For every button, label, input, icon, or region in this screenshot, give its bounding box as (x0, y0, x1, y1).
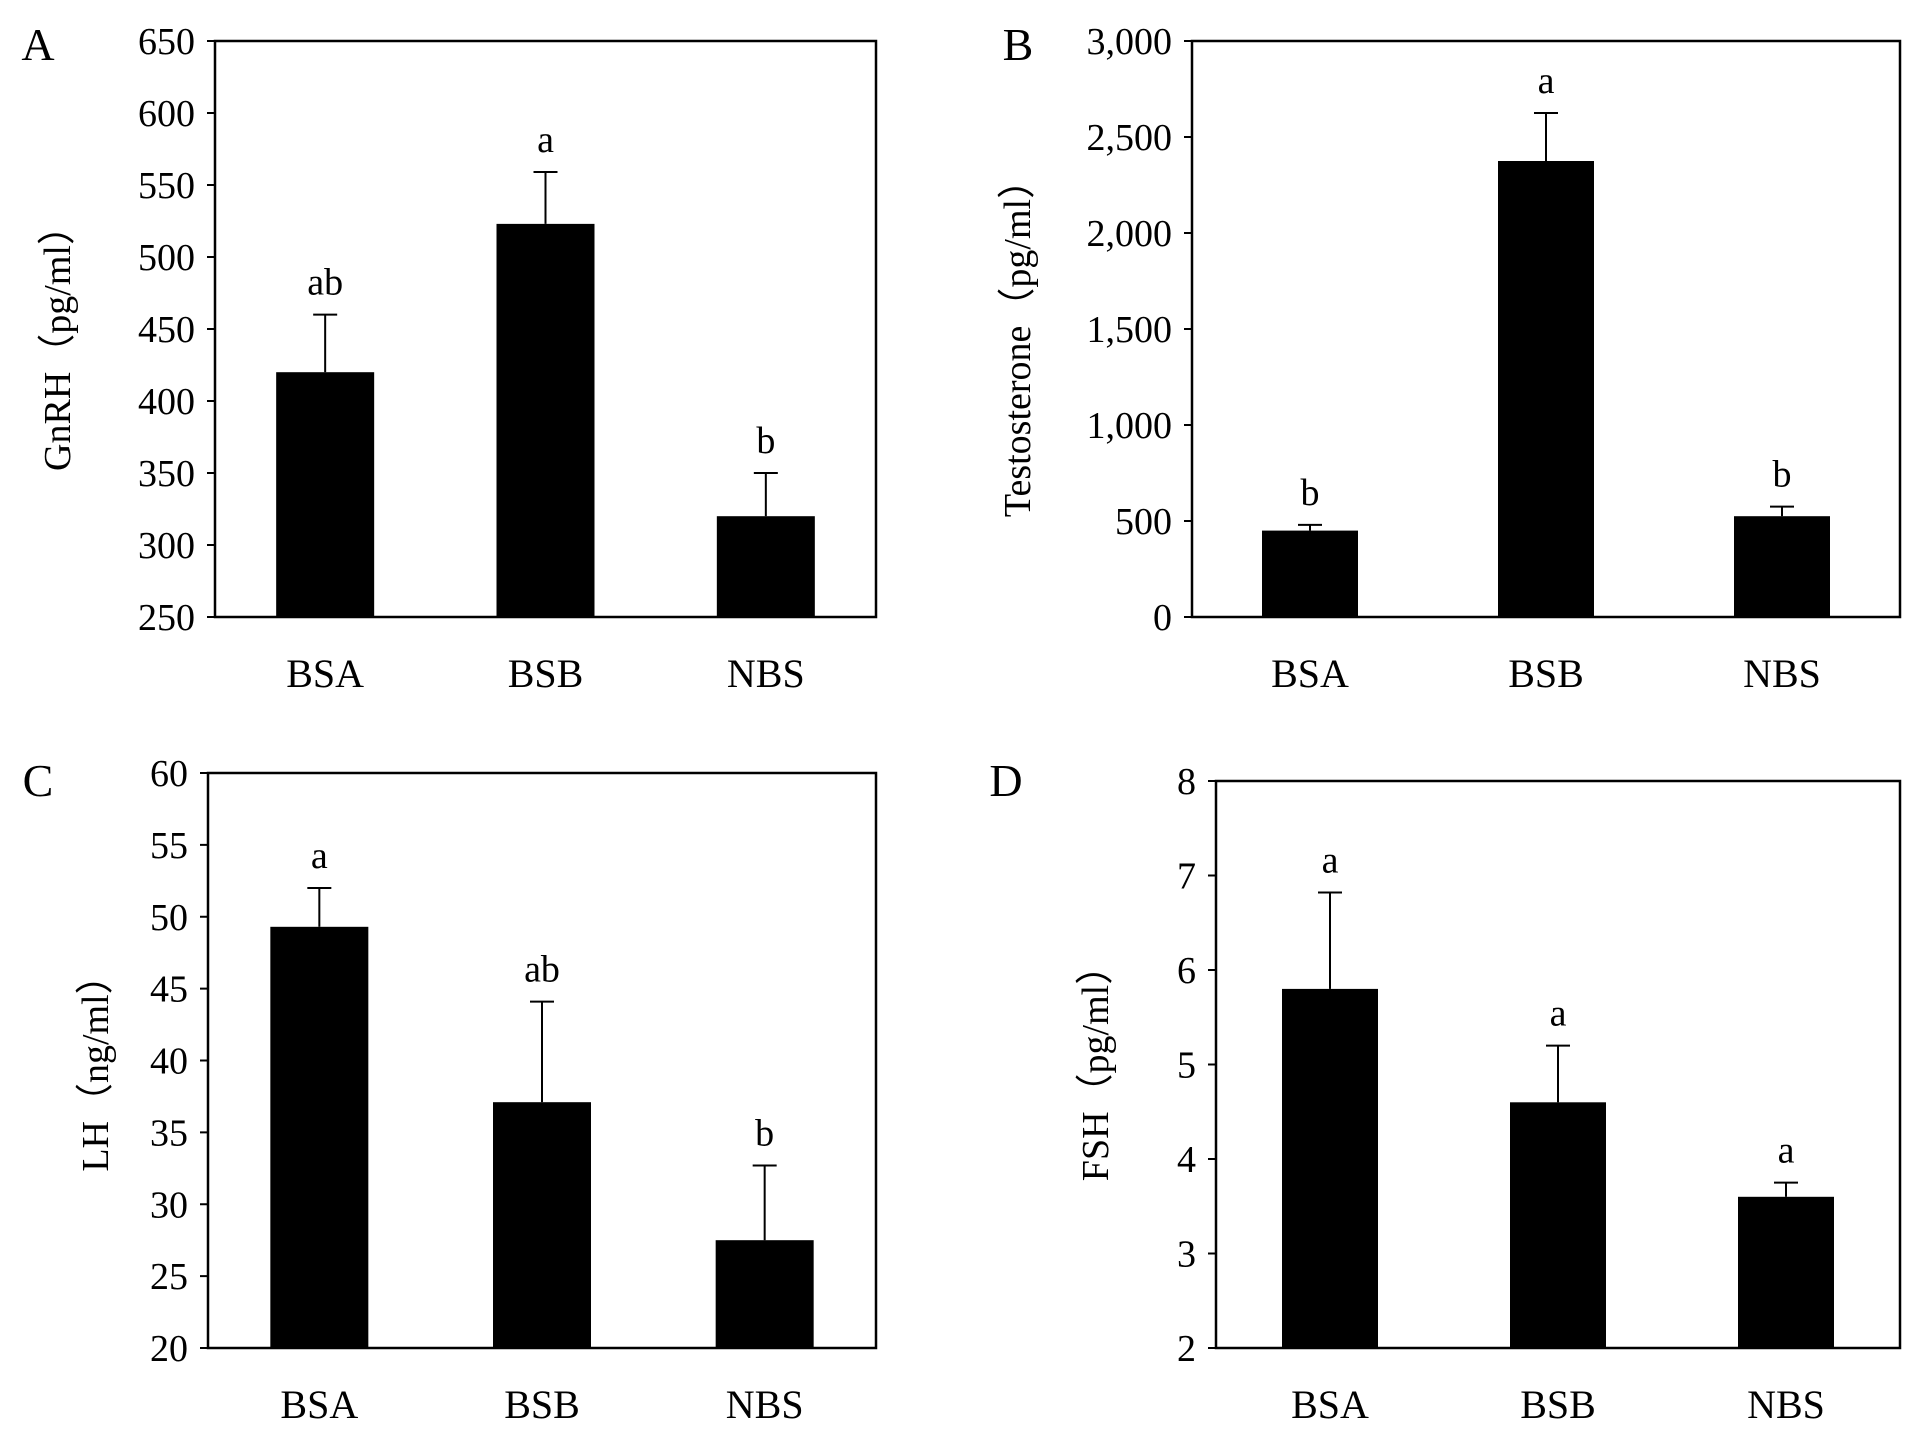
panel-b-letter: B (1003, 19, 1034, 70)
panel-a: A GnRH（pg/ml） 250 300 350 400 450 500 550 600 65… (21, 19, 878, 696)
panel-a-bar-bsb (496, 223, 595, 617)
panel-b-xtick-label-bsb: BSB (1508, 651, 1584, 696)
panel-c-significance-bsa: a (311, 835, 328, 877)
panel-c-xtick-label-bsb: BSB (504, 1382, 580, 1427)
panel-b-plot: 0 500 1,000 1,500 2,000 2,500 3,000 b BSA a BSB b NB… (1087, 21, 1902, 696)
panel-c-significance-bsb: ab (524, 949, 560, 991)
panel-c-xtick-label-bsa: BSA (280, 1382, 358, 1427)
panel-c-ytick-label: 30 (150, 1184, 188, 1226)
panel-d-significance-bsb: a (1550, 993, 1567, 1035)
panel-a-ytick-label: 600 (138, 93, 195, 135)
panel-a-significance-nbs: b (756, 420, 775, 462)
panel-c-ytick-label: 40 (150, 1041, 188, 1083)
panel-d: D FSH（pg/ml） 2 3 4 5 6 7 8 a BSA a BSB a NBS (989, 755, 1902, 1427)
panel-a-ytick-label: 550 (138, 165, 195, 207)
panel-a-bar-nbs (716, 516, 815, 617)
panel-d-xtick-label-bsb: BSB (1520, 1382, 1596, 1427)
panel-d-ytick-label: 2 (1177, 1328, 1196, 1370)
panel-a-ytick-label: 350 (138, 453, 195, 495)
panel-c-ytick-label: 55 (150, 825, 188, 867)
panel-b-significance-bsb: a (1538, 60, 1555, 102)
panel-a-ytick-label: 500 (138, 237, 195, 279)
panel-a-significance-bsb: a (537, 119, 554, 161)
panel-d-plot: 2 3 4 5 6 7 8 a BSA a BSB a NBS (1177, 761, 1902, 1427)
panel-a-ytick-label: 300 (138, 525, 195, 567)
panel-a-xtick-label-bsa: BSA (286, 651, 364, 696)
panel-b-ytick-label: 2,000 (1087, 213, 1173, 255)
panel-b-ytick-label: 3,000 (1087, 21, 1173, 63)
panel-a-ylabel: GnRH（pg/ml） (37, 207, 79, 471)
panel-a-ytick-label: 250 (138, 597, 195, 639)
panel-d-ytick-label: 3 (1177, 1234, 1196, 1276)
panel-a-ytick-label: 450 (138, 309, 195, 351)
panel-b-ytick-label: 1,500 (1087, 309, 1173, 351)
panel-c-ytick-label: 25 (150, 1256, 188, 1298)
panel-c-ytick-label: 50 (150, 897, 188, 939)
panel-b-ylabel: Testosterone（pg/ml） (997, 161, 1039, 517)
panel-c-bar-nbs (715, 1240, 814, 1348)
panel-c-ytick-label: 35 (150, 1112, 188, 1154)
panel-b: B Testosterone（pg/ml） 0 500 1,000 1,500 2,00… (997, 19, 1902, 696)
panel-d-bar-nbs (1738, 1196, 1834, 1348)
panel-a-ytick-label: 650 (138, 21, 195, 63)
panel-d-ytick-label: 5 (1177, 1045, 1196, 1087)
panel-b-xtick-label-nbs: NBS (1743, 651, 1821, 696)
panel-c-ylabel: LH（ng/ml） (75, 956, 117, 1171)
panel-c-significance-nbs: b (755, 1112, 774, 1154)
panel-a-bar-bsa (276, 372, 375, 617)
panel-b-significance-nbs: b (1773, 454, 1792, 496)
panel-a-xtick-label-bsb: BSB (508, 651, 584, 696)
panel-d-ytick-label: 6 (1177, 950, 1196, 992)
panel-d-letter: D (989, 755, 1022, 806)
panel-d-significance-nbs: a (1778, 1130, 1795, 1172)
panel-b-bar-nbs (1734, 516, 1830, 617)
panel-a-ytick-label: 400 (138, 381, 195, 423)
panel-b-significance-bsa: b (1301, 472, 1320, 514)
panel-b-bar-bsb (1498, 161, 1594, 617)
panel-c-bar-bsa (270, 926, 369, 1348)
panel-b-ytick-label: 1,000 (1087, 405, 1173, 447)
panel-b-ytick-label: 500 (1115, 501, 1172, 543)
panel-c: C LH（ng/ml） 20 25 30 35 40 45 50 55 60 a BSA ab BSB b… (23, 753, 878, 1427)
panel-d-xtick-label-nbs: NBS (1747, 1382, 1825, 1427)
panel-a-letter: A (21, 19, 54, 70)
panel-d-xtick-label-bsa: BSA (1291, 1382, 1369, 1427)
panel-b-bar-bsa (1262, 530, 1358, 617)
panel-a-plot: 250 300 350 400 450 500 550 600 650 ab BSA a BSB b NBS (138, 21, 878, 696)
panel-d-ylabel: FSH（pg/ml） (1075, 947, 1117, 1181)
panel-c-bar-bsb (493, 1102, 591, 1348)
panel-c-ytick-label: 60 (150, 753, 188, 795)
panel-c-letter: C (23, 755, 54, 806)
panel-d-bar-bsa (1282, 988, 1378, 1348)
panel-d-ytick-label: 8 (1177, 761, 1196, 803)
panel-d-ytick-label: 4 (1177, 1139, 1196, 1181)
panel-c-ytick-label: 20 (150, 1328, 188, 1370)
panel-d-bar-bsb (1510, 1102, 1606, 1348)
panel-c-ytick-label: 45 (150, 969, 188, 1011)
panel-b-xtick-label-bsa: BSA (1271, 651, 1349, 696)
panel-b-ytick-label: 0 (1153, 597, 1172, 639)
panel-c-plot: 20 25 30 35 40 45 50 55 60 a BSA ab BSB b NBS (150, 753, 878, 1427)
panel-b-ytick-label: 2,500 (1087, 117, 1173, 159)
panel-d-ytick-label: 7 (1177, 856, 1196, 898)
panel-c-xtick-label-nbs: NBS (726, 1382, 804, 1427)
panel-a-xtick-label-nbs: NBS (727, 651, 805, 696)
panel-d-significance-bsa: a (1322, 840, 1339, 882)
panel-a-significance-bsa: ab (307, 262, 343, 304)
